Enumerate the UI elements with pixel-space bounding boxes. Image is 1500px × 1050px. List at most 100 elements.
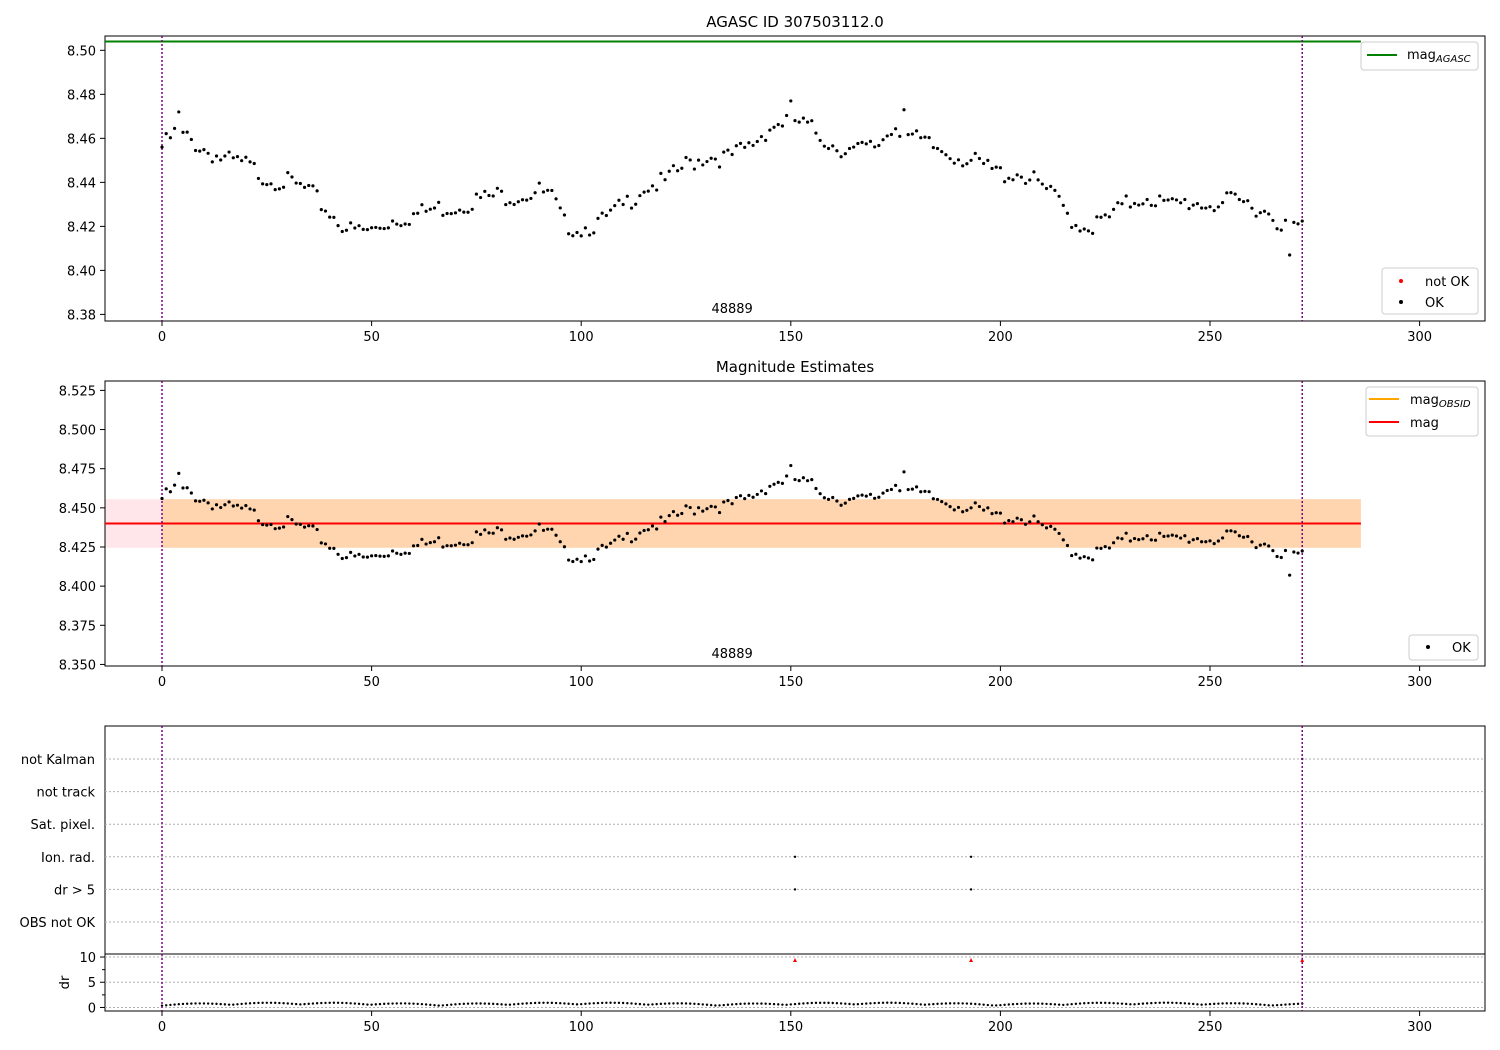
p1-ok-point	[902, 108, 906, 112]
p1-ok-point	[910, 132, 914, 136]
p3-dr-point	[932, 1002, 935, 1006]
p3-dr-point	[869, 1002, 872, 1005]
p3-dr-point	[1032, 1002, 1036, 1005]
p3-dr-point	[307, 1002, 310, 1006]
p2-xtick-label: 250	[1198, 675, 1223, 690]
p1-ok-point	[428, 207, 432, 211]
p1-ok-point	[575, 230, 579, 235]
p3-dr-point	[177, 1003, 180, 1006]
p1-legend-label: not OK	[1425, 275, 1470, 290]
p2-ok-point	[340, 556, 344, 561]
p1-ok-point	[520, 198, 525, 202]
p3-dr-point	[336, 1001, 340, 1004]
p1-ok-point	[1128, 205, 1132, 209]
p1-bottom-legend-box	[1381, 267, 1479, 315]
p3-dr-point	[714, 1004, 717, 1007]
p1-ok-point	[629, 206, 634, 210]
p3-flag-point	[969, 855, 973, 858]
p1-ok-point	[956, 158, 961, 162]
p3-dr-point	[772, 1002, 776, 1006]
p3-dr-point	[521, 1002, 524, 1005]
p3-dr-point	[617, 1001, 621, 1005]
p1-ok-point	[935, 146, 940, 151]
p1-ok-point	[470, 207, 474, 211]
p1-ok-point	[277, 187, 281, 191]
p3-dr-point	[940, 1002, 943, 1005]
p2-ok-point	[625, 531, 629, 535]
p3-dr-point	[1212, 1002, 1216, 1006]
p1-ok-point	[722, 150, 726, 154]
p1-ok-point	[1141, 202, 1145, 206]
p1-ok-point	[474, 192, 479, 196]
p3-dr-point	[567, 1002, 570, 1005]
p3-dr-point	[898, 1001, 901, 1005]
p3-dr-point	[1070, 1002, 1073, 1006]
p2-ok-point	[730, 502, 734, 506]
p1-ok-point	[650, 184, 655, 188]
p1-ok-point	[386, 226, 390, 230]
p1-ok-point	[1099, 215, 1103, 219]
p3-dr-point	[1267, 1004, 1270, 1007]
p3-dr-point	[429, 1003, 432, 1007]
p1-ok-point	[1111, 207, 1116, 211]
p1-ok-point	[479, 195, 483, 200]
p1-ok-point	[894, 127, 898, 131]
p3-dr-point	[424, 1003, 428, 1006]
p3-dr-point	[1200, 1003, 1203, 1006]
p1-ok-point	[860, 140, 864, 144]
p1-ok-point	[994, 165, 998, 169]
p1-ok-point	[294, 181, 298, 185]
p3-dr-point	[1087, 1001, 1090, 1005]
p1-ok-point	[1023, 181, 1028, 186]
p3-dr-point	[634, 1002, 637, 1005]
p1-ok-point	[437, 200, 441, 205]
p2-ok-point	[437, 536, 441, 540]
p3-dr-point	[194, 1002, 197, 1005]
p3-dr-point	[366, 1003, 369, 1006]
p3-dr-point	[362, 1002, 365, 1006]
p3-dr-point	[1171, 1001, 1174, 1004]
p3-dr-point	[797, 1002, 801, 1005]
p2-ok-point	[1099, 546, 1103, 550]
p3-dr-point	[978, 1003, 981, 1006]
p3-dr-point	[856, 1003, 860, 1006]
p3-dr-point	[630, 1002, 633, 1005]
p1-ok-point	[864, 142, 868, 146]
p1-ok-point	[353, 226, 357, 230]
p2-ok-point	[512, 537, 516, 541]
p3-dr-point	[810, 1001, 813, 1005]
p2-ok-point	[210, 507, 214, 511]
p3-dr-point	[1179, 1001, 1182, 1005]
p1-ok-point	[1279, 228, 1283, 232]
p1-ok-point	[399, 224, 403, 228]
p3-dr-point	[873, 1001, 876, 1005]
p2-ok-point	[1040, 523, 1044, 527]
p1-ok-point	[659, 171, 663, 175]
p1-ok-point	[562, 213, 567, 217]
p1-ok-point	[1116, 201, 1120, 205]
p3-dr-outlier-marker	[969, 958, 974, 963]
p1-ok-point	[512, 202, 516, 207]
p1-ok-point	[378, 226, 382, 230]
p1-ok-point	[931, 145, 935, 150]
p1-ok-point	[793, 118, 797, 123]
p3-dr-point	[341, 1001, 344, 1005]
p1-xtick-label: 100	[569, 330, 594, 345]
p1-ok-point	[198, 149, 202, 153]
p2-ok-point	[1074, 552, 1078, 556]
p1-ok-point	[1208, 205, 1212, 209]
p3-dr-point	[542, 1001, 545, 1004]
p1-ok-point	[458, 208, 462, 212]
p3-dr-point	[1129, 1003, 1132, 1006]
p2-ok-point	[332, 546, 336, 550]
p3-dr-point	[1015, 1002, 1019, 1006]
p2-ok-point	[1200, 540, 1204, 544]
p2-ok-point	[277, 526, 281, 530]
p2-ok-point	[914, 485, 919, 489]
p2-ok-point	[734, 495, 738, 500]
p2-ok-point	[261, 522, 265, 527]
p2-ok-point	[600, 543, 604, 547]
p1-ytick-label: 8.46	[67, 132, 96, 147]
p3-dr-point	[303, 1002, 306, 1006]
p2-ok-point	[399, 552, 403, 556]
